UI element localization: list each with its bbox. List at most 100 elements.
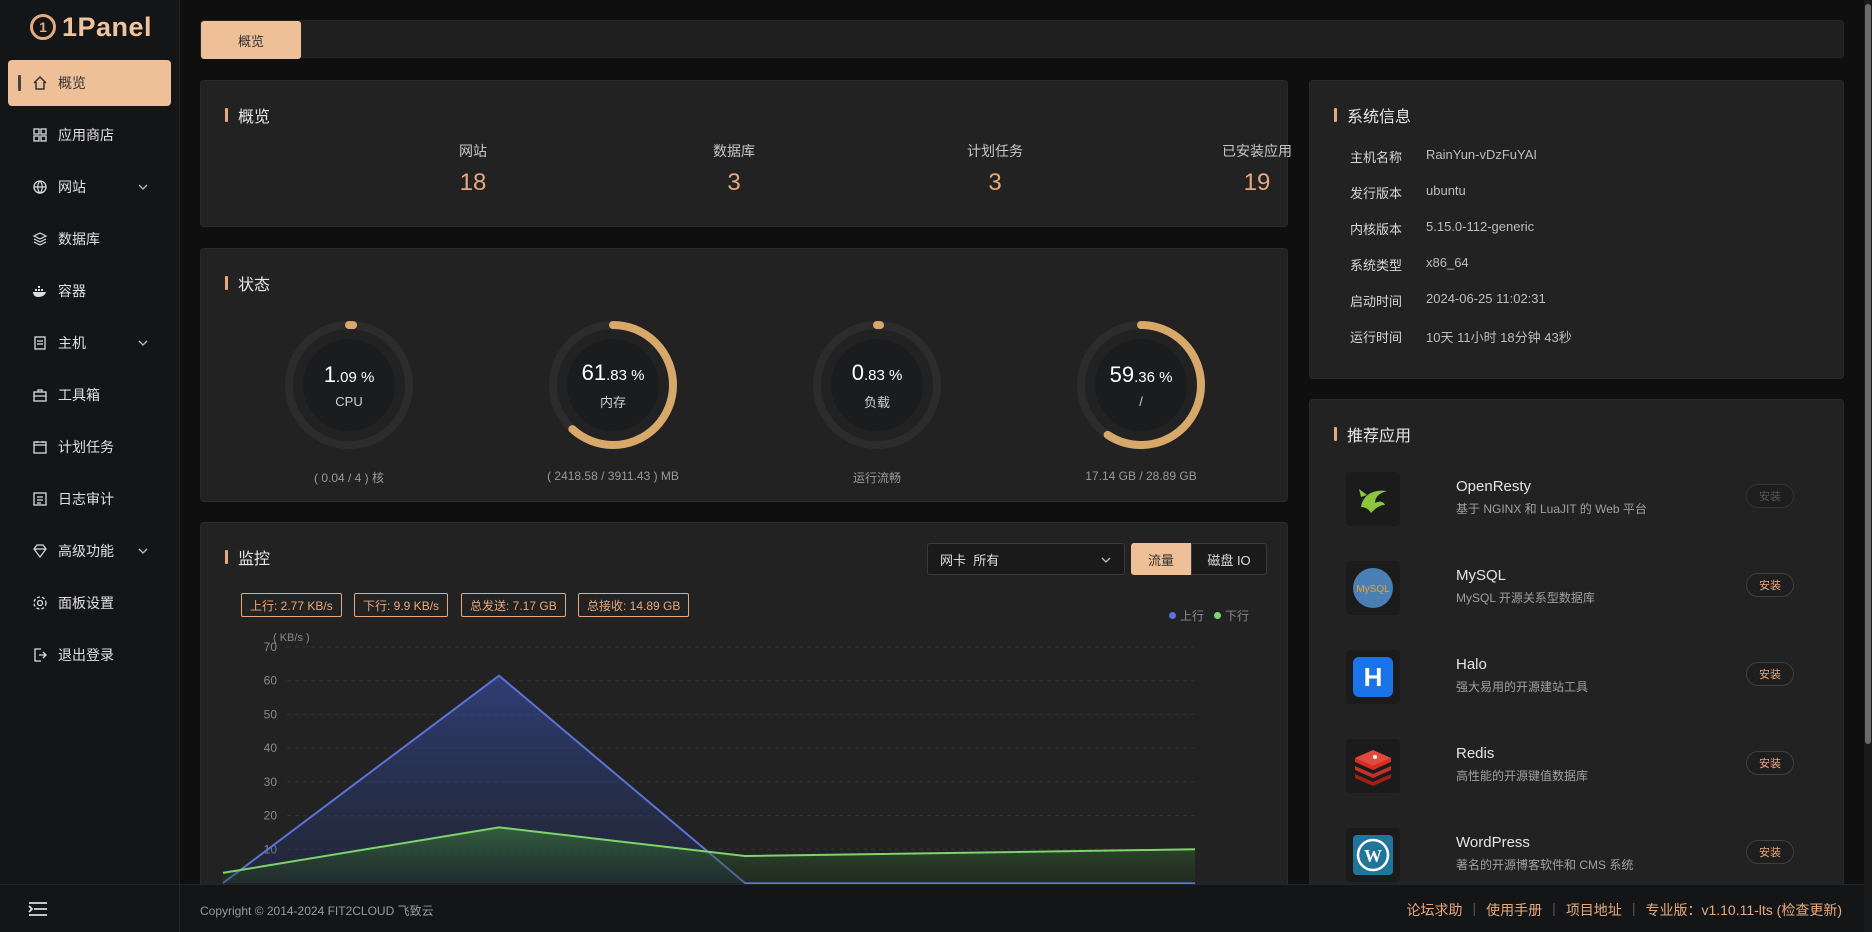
- sys-row-kernel: 内核版本 5.15.0-112-generic: [1350, 219, 1534, 238]
- docker-icon: [32, 283, 48, 299]
- gauge-memory[interactable]: 61.83 % 内存 ( 2418.58 / 3911.43 ) MB: [483, 319, 743, 483]
- sidebar-item-label: 数据库: [58, 231, 100, 247]
- app-item-halo[interactable]: H Halo 强大易用的开源建站工具 安装: [1346, 650, 1794, 710]
- gauge-ring: 61.83 % 内存: [547, 319, 679, 451]
- sidebar-item-appstore[interactable]: 应用商店: [8, 112, 171, 158]
- app-item-redis[interactable]: Redis 高性能的开源键值数据库 安装: [1346, 739, 1794, 799]
- install-button[interactable]: 安装: [1746, 573, 1794, 597]
- nic-select-prefix: 网卡: [940, 552, 967, 568]
- sidebar-item-website[interactable]: 网站: [8, 164, 171, 210]
- tab-bar: 概览: [200, 20, 1844, 59]
- app-desc: 著名的开源博客软件和 CMS 系统: [1456, 858, 1634, 872]
- divider: |: [1631, 900, 1636, 916]
- legend-dot-down: [1214, 612, 1222, 619]
- layers-icon: [32, 231, 48, 247]
- version-link[interactable]: 专业版：v1.10.11-lts (检查更新): [1645, 902, 1842, 918]
- monitor-card: 监控 网卡 所有 流量 磁盘 IO 上行: 2.77 KB/s 下行: 9.9 …: [200, 522, 1288, 892]
- y-tick-label: 30: [264, 775, 278, 789]
- gauge-svg: [1077, 321, 1205, 449]
- overview-stat-databases[interactable]: 数据库 3: [654, 141, 814, 197]
- gauge-detail: 运行流畅: [852, 471, 901, 485]
- sys-value: RainYun-vDzFuYAI: [1426, 147, 1538, 162]
- app-name: MySQL: [1456, 567, 1507, 584]
- tab-overview[interactable]: 概览: [201, 21, 301, 59]
- copyright-text: Copyright © 2014-2024 FIT2CLOUD 飞致云: [200, 904, 434, 918]
- sys-key: 启动时间: [1350, 294, 1403, 309]
- sidebar-item-settings[interactable]: 面板设置: [8, 580, 171, 626]
- sidebar-item-overview[interactable]: 概览: [8, 60, 171, 106]
- legend-label-up[interactable]: 上行: [1180, 609, 1205, 623]
- sys-key: 发行版本: [1350, 186, 1403, 201]
- sys-value: x86_64: [1426, 255, 1469, 270]
- footer: Copyright © 2014-2024 FIT2CLOUD 飞致云 论坛求助…: [180, 884, 1872, 932]
- toolbox-icon: [32, 387, 48, 403]
- legend-label-down[interactable]: 下行: [1225, 609, 1250, 623]
- divider: |: [1552, 900, 1556, 916]
- app-desc: 高性能的开源键值数据库: [1456, 769, 1589, 783]
- calendar-icon: [32, 439, 48, 455]
- sidebar-item-host[interactable]: 主机: [8, 320, 171, 366]
- log-icon: [32, 491, 48, 507]
- sys-key: 主机名称: [1350, 150, 1403, 165]
- forum-link[interactable]: 论坛求助: [1406, 902, 1463, 918]
- sys-value: 5.15.0-112-generic: [1426, 219, 1535, 234]
- app-item-openresty[interactable]: OpenResty 基于 NGINX 和 LuaJIT 的 Web 平台 安装: [1346, 472, 1794, 532]
- gauge-label: CPU: [335, 393, 363, 409]
- install-button[interactable]: 安装: [1746, 484, 1794, 508]
- install-button[interactable]: 安装: [1746, 662, 1794, 686]
- sidebar-item-label: 日志审计: [58, 491, 114, 507]
- stat-label: 已安装应用: [1222, 143, 1292, 159]
- sidebar-item-database[interactable]: 数据库: [8, 216, 171, 262]
- sidebar-item-toolbox[interactable]: 工具箱: [8, 372, 171, 418]
- sys-row-hostname: 主机名称 RainYun-vDzFuYAI: [1350, 147, 1537, 166]
- gauge-cpu[interactable]: 1.09 % CPU ( 0.04 / 4 ) 核: [219, 319, 479, 486]
- sidebar-item-label: 退出登录: [58, 647, 114, 663]
- sidebar-item-advanced[interactable]: 高级功能: [8, 528, 171, 574]
- sidebar-item-logout[interactable]: 退出登录: [8, 632, 171, 678]
- stat-label: 计划任务: [967, 143, 1023, 159]
- install-button[interactable]: 安装: [1746, 840, 1794, 864]
- scrollbar-thumb[interactable]: [1865, 4, 1871, 744]
- traffic-toggle-button[interactable]: 流量: [1131, 543, 1191, 575]
- y-tick-label: 70: [264, 640, 278, 654]
- upload-rate-badge: 上行: 2.77 KB/s: [241, 593, 342, 617]
- install-button[interactable]: 安装: [1746, 751, 1794, 775]
- app-item-mysql[interactable]: MySQL MySQL MySQL 开源关系型数据库 安装: [1346, 561, 1794, 621]
- gauge-disk[interactable]: 59.36 % / 17.14 GB / 28.89 GB: [1011, 319, 1271, 483]
- app-item-wordpress[interactable]: W WordPress 著名的开源博客软件和 CMS 系统 安装: [1346, 828, 1794, 888]
- sidebar-item-container[interactable]: 容器: [8, 268, 171, 314]
- gauge-svg: [285, 321, 413, 449]
- chart-legend: 上行 下行: [1169, 607, 1249, 624]
- openresty-icon: [1346, 472, 1400, 526]
- sys-value: 2024-06-25 11:02:31: [1426, 291, 1546, 306]
- nic-select[interactable]: 网卡 所有: [927, 543, 1125, 575]
- recommended-apps-title: 推荐应用: [1334, 422, 1411, 446]
- logo[interactable]: 1 1Panel: [0, 0, 179, 54]
- app-desc: MySQL 开源关系型数据库: [1456, 591, 1595, 605]
- chevron-down-icon: [1101, 557, 1111, 563]
- overview-stat-websites[interactable]: 网站 18: [393, 141, 553, 197]
- overview-stat-installed-apps[interactable]: 已安装应用 19: [1177, 141, 1337, 197]
- status-card: 状态 1.09 % CPU ( 0.04 / 4 ) 核 61.83 %: [200, 248, 1288, 502]
- y-axis-unit: ( KB/s ): [273, 633, 310, 644]
- monitor-title: 监控: [225, 545, 270, 569]
- overview-stat-cronjobs[interactable]: 计划任务 3: [915, 141, 1075, 197]
- stat-value: 19: [1243, 169, 1271, 196]
- collapse-menu-button[interactable]: [0, 884, 180, 932]
- disk-io-toggle-button[interactable]: 磁盘 IO: [1191, 543, 1267, 575]
- redis-icon: [1346, 739, 1400, 793]
- sidebar-item-label: 容器: [58, 283, 86, 299]
- app-desc: 强大易用的开源建站工具: [1456, 680, 1589, 694]
- project-link[interactable]: 项目地址: [1565, 902, 1622, 918]
- chevron-down-icon: [138, 340, 148, 346]
- page-scrollbar[interactable]: [1864, 0, 1872, 932]
- sidebar-item-cron[interactable]: 计划任务: [8, 424, 171, 470]
- total-sent-badge: 总发送: 7.17 GB: [461, 593, 566, 617]
- manual-link[interactable]: 使用手册: [1486, 902, 1543, 918]
- stat-value: 3: [988, 169, 1002, 196]
- gauge-load[interactable]: 0.83 % 负载 运行流畅: [747, 319, 1007, 486]
- sidebar-item-logs[interactable]: 日志审计: [8, 476, 171, 522]
- svg-text:W: W: [1364, 846, 1382, 866]
- y-tick-label: 50: [264, 707, 278, 721]
- gauge-label: 内存: [599, 394, 626, 410]
